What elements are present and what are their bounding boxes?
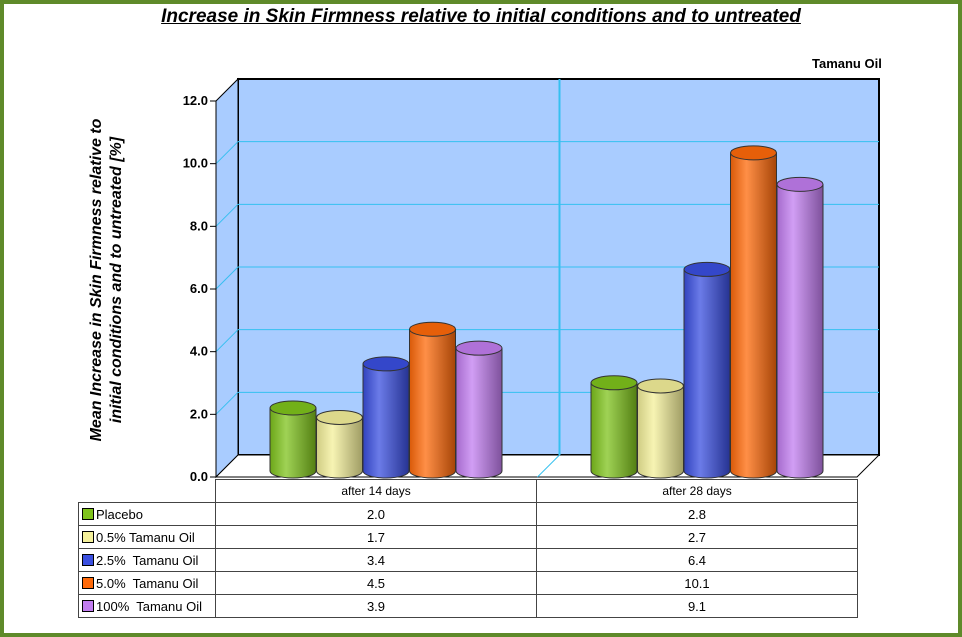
data-table-row: 2.5% Tamanu Oil 3.4 6.4 <box>78 548 858 572</box>
gridline <box>215 141 239 165</box>
data-table: after 14 days after 28 days Placebo 2.0 2.… <box>78 479 858 618</box>
bar <box>730 145 777 479</box>
legend-label: 0.5% Tamanu Oil <box>96 529 195 545</box>
bar <box>683 261 731 479</box>
data-label: 2.8 <box>536 502 858 526</box>
data-label: 3.4 <box>215 548 537 572</box>
legend-swatch <box>82 576 94 589</box>
legend-entry: 100% Tamanu Oil <box>78 594 216 618</box>
chart-title: Increase in Skin Firmness relative to in… <box>161 6 801 27</box>
legend-entry: 5.0% Tamanu Oil <box>78 571 216 595</box>
y-axis: 0.02.04.06.08.010.012.0 <box>183 93 217 484</box>
data-label: 1.7 <box>215 525 537 549</box>
gridline <box>215 203 239 227</box>
data-table-header-row: after 14 days after 28 days <box>78 479 858 503</box>
y-tick-label: 8.0 <box>190 218 208 233</box>
legend-entry: 2.5% Tamanu Oil <box>78 548 216 572</box>
gridline <box>215 266 239 290</box>
bar <box>362 356 410 479</box>
data-table-row: 5.0% Tamanu Oil 4.5 10.1 <box>78 571 858 595</box>
category-label: after 14 days <box>215 479 537 503</box>
y-axis-label: Mean Increase in Skin Firmness relative … <box>88 118 125 442</box>
y-tick-label: 6.0 <box>190 281 208 296</box>
bar <box>637 378 684 479</box>
legend-swatch <box>82 599 94 612</box>
gridline <box>215 329 239 353</box>
legend-label: Placebo <box>96 506 143 522</box>
legend-entry: 0.5% Tamanu Oil <box>78 525 216 549</box>
data-label: 4.5 <box>215 571 537 595</box>
data-label: 2.7 <box>536 525 858 549</box>
bar <box>316 409 363 479</box>
legend-swatch <box>82 530 94 543</box>
bar <box>269 400 317 479</box>
bar <box>776 176 824 479</box>
y-tick-label: 4.0 <box>190 344 208 359</box>
gridline <box>215 391 239 415</box>
series-group-label: Tamanu Oil <box>812 56 882 71</box>
category-divider <box>537 454 560 478</box>
data-table-row: 0.5% Tamanu Oil 1.7 2.7 <box>78 525 858 549</box>
bars <box>269 145 824 479</box>
data-table-row: 100% Tamanu Oil 3.9 9.1 <box>78 594 858 618</box>
data-label: 10.1 <box>536 571 858 595</box>
y-tick-label: 2.0 <box>190 406 208 421</box>
legend-swatch <box>82 507 94 520</box>
legend-label: 2.5% Tamanu Oil <box>96 552 199 568</box>
data-label: 9.1 <box>536 594 858 618</box>
category-label: after 28 days <box>536 479 858 503</box>
data-table-row: Placebo 2.0 2.8 <box>78 502 858 526</box>
bar <box>590 375 638 479</box>
legend-entry: Placebo <box>78 502 216 526</box>
y-tick-label: 12.0 <box>183 93 208 108</box>
data-label: 2.0 <box>215 502 537 526</box>
bar <box>455 340 503 479</box>
legend-swatch <box>82 553 94 566</box>
legend-label: 100% Tamanu Oil <box>96 598 202 614</box>
y-tick-label: 10.0 <box>183 156 208 171</box>
data-table-corner <box>78 479 216 503</box>
bar <box>409 321 456 479</box>
data-label: 3.9 <box>215 594 537 618</box>
legend-label: 5.0% Tamanu Oil <box>96 575 199 591</box>
data-label: 6.4 <box>536 548 858 572</box>
